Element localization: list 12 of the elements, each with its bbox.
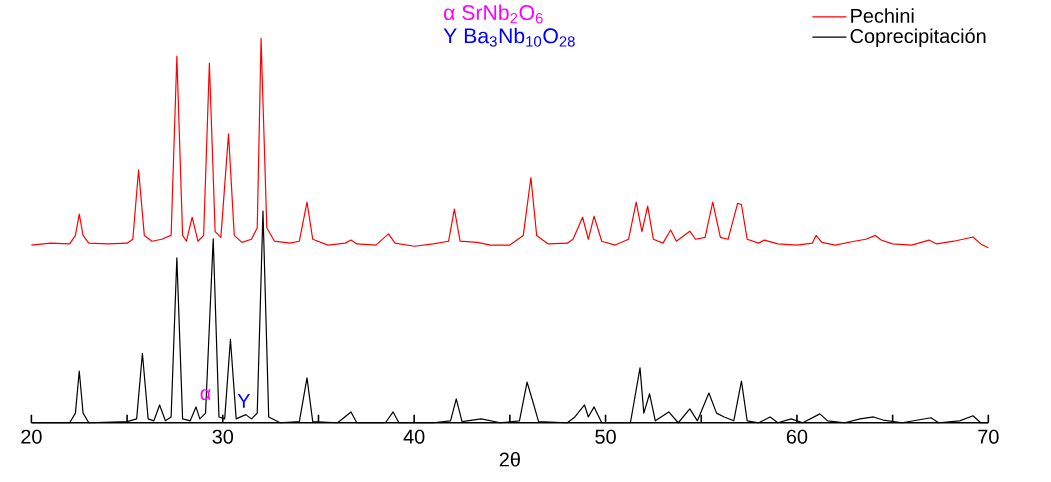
x-tick-label: 60 [786,429,808,444]
legend-label: Pechini [851,8,914,23]
annotation: Υ [237,393,251,408]
x-tick-label: 20 [21,429,42,444]
x-axis-title: 2θ [499,451,520,467]
text: α SrNb$_{2}$O$_{6}$ [444,4,543,24]
x-tick-label: 30 [212,429,234,444]
x-tick-label: 40 [403,429,425,444]
legend-label: Coprecipitación [850,28,986,47]
x-tick-label: 70 [978,429,999,444]
x-tick-label: 50 [595,429,616,444]
annotation: Υ Ba$_{3}$Nb$_{10}$O$_{28}$ [443,27,575,47]
